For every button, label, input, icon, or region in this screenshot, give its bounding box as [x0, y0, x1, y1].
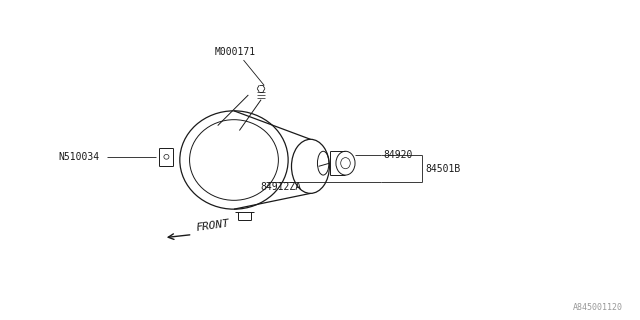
Text: N510034: N510034 — [59, 152, 100, 162]
Text: A845001120: A845001120 — [573, 303, 623, 312]
Text: 84501B: 84501B — [425, 164, 460, 174]
Text: 84912ZA: 84912ZA — [260, 182, 301, 192]
Text: M000171: M000171 — [215, 47, 256, 57]
Text: FRONT: FRONT — [196, 218, 230, 233]
Text: 84920: 84920 — [384, 150, 413, 160]
